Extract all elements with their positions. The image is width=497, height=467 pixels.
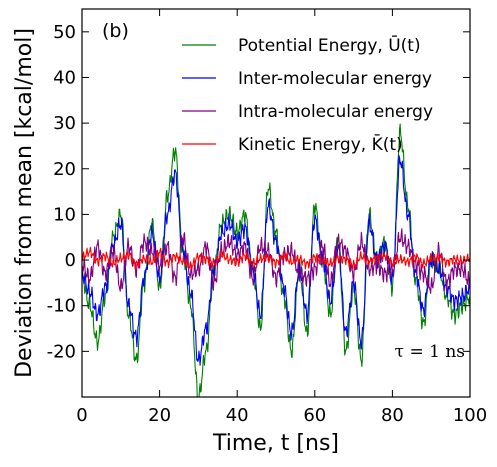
series-line-2 [82, 155, 470, 366]
series-line-1 [82, 123, 470, 397]
legend: Potential Energy, Ū(t) Inter-molecular en… [182, 34, 433, 155]
x-tick-label: 0 [76, 405, 87, 426]
x-tick-label: 60 [303, 405, 326, 426]
y-tick-label: -20 [47, 341, 76, 362]
x-tick-label: 20 [148, 405, 171, 426]
y-tick-label: 10 [53, 204, 76, 225]
y-tick-label: 50 [53, 22, 76, 43]
y-axis-label: Deviation from mean [kcal/mol] [12, 28, 37, 378]
y-tick-label: 40 [53, 67, 76, 88]
legend-label: Potential Energy, Ū(t) [238, 34, 421, 56]
annotation: τ = 1 ns [395, 342, 465, 362]
x-tick-label: 100 [453, 405, 487, 426]
y-tick-label: 20 [53, 159, 76, 180]
x-tick-label: 40 [226, 405, 249, 426]
y-tick-label: 0 [65, 250, 76, 271]
plot-frame [81, 8, 471, 398]
legend-label: Intra-molecular energy [238, 102, 433, 122]
series-line-4 [82, 246, 470, 271]
legend-label: Inter-molecular energy [238, 69, 432, 89]
legend-label: Kinetic Energy, K̄(t) [238, 133, 403, 155]
y-tick-label: -10 [47, 296, 76, 317]
series-line-3 [82, 228, 470, 294]
x-axis-label: Time, t [ns] [212, 431, 339, 456]
series-layer [82, 123, 470, 397]
x-tick-label: 80 [381, 405, 404, 426]
y-tick-label: 30 [53, 113, 76, 134]
ticks-layer: 0 20 40 60 80 100 -20 -10 0 10 20 30 40 50 [47, 9, 487, 426]
panel-label: (b) [102, 20, 129, 42]
